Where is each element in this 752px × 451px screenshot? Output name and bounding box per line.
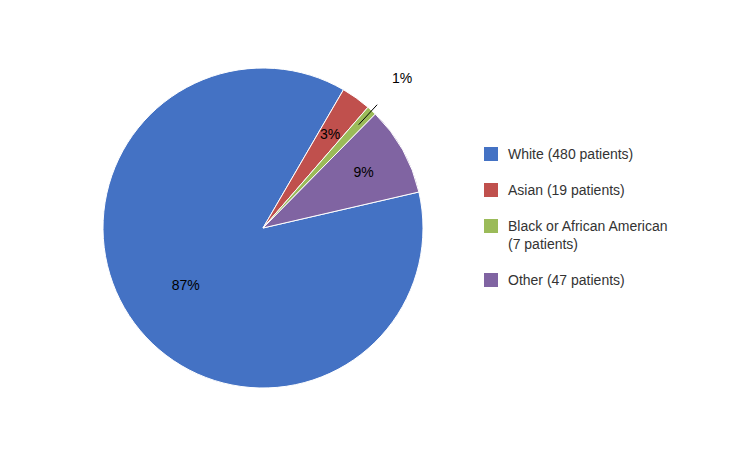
html-text:White (480 patients): White (480 patients) [508, 145, 634, 162]
svg-text:3%: 3% [320, 126, 340, 142]
html-text:Other (47 patients): Other (47 patients) [508, 271, 625, 288]
html-text:Black or African American: Black or African American [508, 217, 668, 234]
html-text:(7 patients): (7 patients) [508, 235, 578, 252]
svg-text:1%: 1% [392, 70, 412, 86]
svg-text:87%: 87% [172, 277, 200, 293]
svg-text:9%: 9% [353, 164, 373, 180]
html-text:Asian (19 patients): Asian (19 patients) [508, 181, 625, 198]
